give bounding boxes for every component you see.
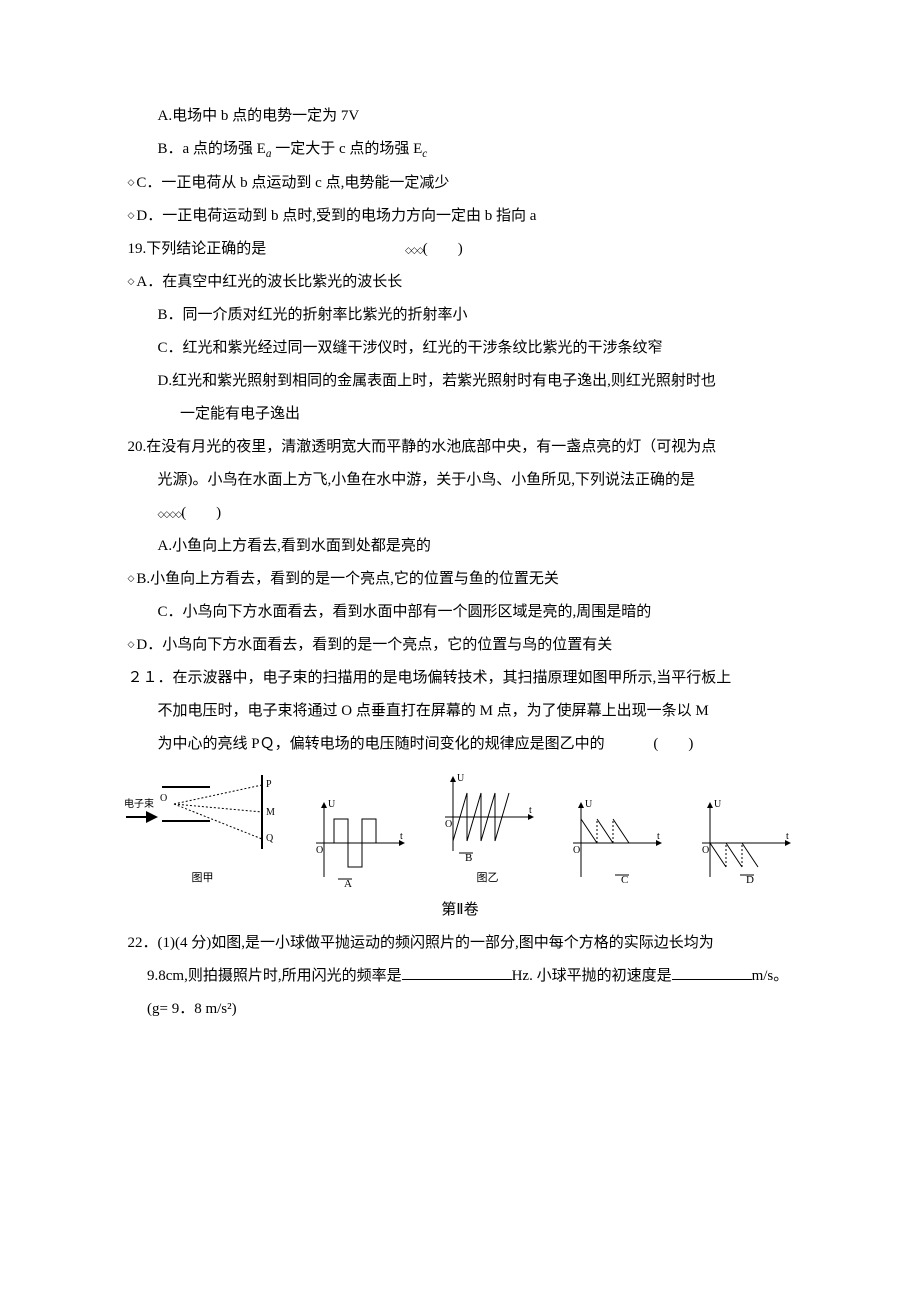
q18-optD: ◇D．一正电荷运动到 b 点时,受到的电场力方向一定由 b 指向 a [120, 200, 800, 233]
q21-stem-l1: ２１．在示波器中，电子束的扫描用的是电场偏转技术，其扫描原理如图甲所示,当平行板… [120, 662, 800, 695]
label-beam: 电子束 [124, 797, 154, 810]
q21-stem-l3: 为中心的亮线 PＱ，偏转电场的电压随时间变化的规律应是图乙中的 ( ) [120, 728, 800, 761]
svg-text:O: O [702, 845, 709, 856]
svg-text:D: D [746, 874, 754, 886]
diamond-icon: ◇ [128, 206, 135, 226]
q18-optB-mid: 一定大于 c 点的场强 E [271, 141, 422, 157]
svg-text:C: C [621, 874, 628, 886]
q22-l2c: m/s。 [752, 968, 789, 984]
diamond-icon: ◇ [128, 569, 135, 589]
q18-optB: B．a 点的场强 Ea 一定大于 c 点的场强 Ec [120, 133, 800, 167]
q21-stem-l2: 不加电压时，电子束将通过 O 点垂直打在屏幕的 M 点，为了使屏幕上出现一条以 … [120, 695, 800, 728]
q19-stem: 19.下列结论正确的是 ◇◇◇( ) [120, 233, 800, 266]
caption-yi: 图乙 [433, 866, 543, 890]
svg-text:Q: Q [266, 833, 274, 844]
svg-text:U: U [328, 799, 336, 810]
diagram-optB: U t O B 图乙 [433, 769, 543, 890]
q21-paren: ( ) [653, 736, 693, 752]
q18-optC-text: C．一正电荷从 b 点运动到 c 点,电势能一定减少 [136, 175, 449, 191]
q22-stem-l2: 9.8cm,则拍摄照片时,所用闪光的频率是 Hz. 小球平抛的初速度是 m/s。 [120, 960, 800, 993]
q19-optC: C．红光和紫光经过同一双缝干涉仪时，红光的干涉条纹比紫光的干涉条纹窄 [120, 332, 800, 365]
diamond-icon: ◇ [128, 272, 135, 292]
svg-text:P: P [266, 779, 272, 790]
diagram-optA: U t O A [304, 795, 414, 890]
q22-l2a: 9.8cm,则拍摄照片时,所用闪光的频率是 [147, 968, 402, 984]
diagram-optD: U t O D [690, 795, 800, 890]
diagram-jia: 电子束 O P M Q 图甲 [120, 769, 285, 890]
q22-l2b: Hz. 小球平抛的初速度是 [512, 968, 672, 984]
svg-text:O: O [573, 845, 580, 856]
q19-optD-l1: D.红光和紫光照射到相同的金属表面上时，若紫光照射时有电子逸出,则红光照射时也 [120, 365, 800, 398]
q20-optD-text: D．小鸟向下方水面看去，看到的是一个亮点，它的位置与鸟的位置有关 [136, 637, 612, 653]
blank-velocity[interactable] [672, 962, 752, 980]
q19-paren: ( ) [423, 241, 463, 257]
q20-optC: C．小鸟向下方水面看去，看到水面中部有一个圆形区域是亮的,周围是暗的 [120, 596, 800, 629]
q20-optB: ◇B.小鱼向上方看去，看到的是一个亮点,它的位置与鱼的位置无关 [120, 563, 800, 596]
q18-optD-text: D．一正电荷运动到 b 点时,受到的电场力方向一定由 b 指向 a [136, 208, 536, 224]
svg-text:t: t [657, 831, 660, 842]
q20-optD: ◇D．小鸟向下方水面看去，看到的是一个亮点，它的位置与鸟的位置有关 [120, 629, 800, 662]
q19-optA-text: A．在真空中红光的波长比紫光的波长长 [136, 274, 402, 290]
q20-optB-text: B.小鱼向上方看去，看到的是一个亮点,它的位置与鱼的位置无关 [136, 571, 559, 587]
svg-text:O: O [160, 793, 167, 804]
q18-optB-pre: B．a 点的场强 E [158, 141, 266, 157]
svg-text:U: U [585, 799, 593, 810]
q20-stem-l1: 20.在没有月光的夜里，清澈透明宽大而平静的水池底部中央，有一盏点亮的灯（可视为… [120, 431, 800, 464]
svg-text:M: M [266, 807, 275, 818]
svg-text:t: t [529, 805, 532, 816]
q18-optC: ◇C．一正电荷从 b 点运动到 c 点,电势能一定减少 [120, 167, 800, 200]
q18-optA: A.电场中 b 点的电势一定为 7V [120, 100, 800, 133]
svg-text:B: B [465, 852, 472, 864]
section-2-title: 第Ⅱ卷 [120, 894, 800, 927]
svg-text:O: O [445, 819, 452, 830]
q19-optD-l2: 一定能有电子逸出 [120, 398, 800, 431]
q21-stem-l3-text: 为中心的亮线 PＱ，偏转电场的电压随时间变化的规律应是图乙中的 [158, 736, 605, 752]
diagram-optC: U t O C [561, 795, 671, 890]
svg-text:O: O [316, 845, 323, 856]
q22-stem-l1: 22．(1)(4 分)如图,是一小球做平抛运动的频闪照片的一部分,图中每个方格的… [120, 927, 800, 960]
q19-stem-text: 19.下列结论正确的是 [128, 241, 267, 257]
svg-text:U: U [457, 773, 465, 784]
svg-text:t: t [786, 831, 789, 842]
dots-icon: ◇◇◇ [405, 245, 423, 255]
sub-c: c [422, 148, 427, 160]
diamond-icon: ◇ [128, 173, 135, 193]
q19-optB: B．同一介质对红光的折射率比紫光的折射率小 [120, 299, 800, 332]
svg-text:A: A [344, 878, 352, 890]
dots-icon: ◇◇◇◇ [158, 509, 182, 519]
svg-text:t: t [400, 831, 403, 842]
caption-jia: 图甲 [120, 866, 285, 890]
q22-stem-l3: (g= 9．8 m/s²) [120, 993, 800, 1026]
svg-text:U: U [714, 799, 722, 810]
q20-stem-l2: 光源)。小鸟在水面上方飞,小鱼在水中游，关于小鸟、小鱼所见,下列说法正确的是 [120, 464, 800, 497]
blank-frequency[interactable] [402, 962, 512, 980]
q21-figure-row: 电子束 O P M Q 图甲 U t O A [120, 769, 800, 890]
q20-paren: ( ) [181, 505, 221, 521]
q20-optA: A.小鱼向上方看去,看到水面到处都是亮的 [120, 530, 800, 563]
diamond-icon: ◇ [128, 635, 135, 655]
q20-paren-line: ◇◇◇◇( ) [120, 497, 800, 530]
q19-optA: ◇A．在真空中红光的波长比紫光的波长长 [120, 266, 800, 299]
